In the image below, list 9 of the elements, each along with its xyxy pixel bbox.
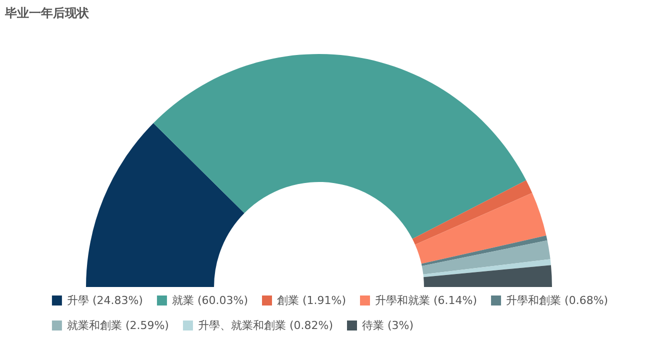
legend-label: 升學、就業和創業 (0.82%) [198,319,333,332]
legend-label: 升學和創業 (0.68%) [506,294,608,307]
legend-label: 升學 (24.83%) [66,294,143,307]
legend-label: 就業和創業 (2.59%) [66,319,169,332]
legend-label: 就業 (60.03%) [172,294,248,307]
legend-label: 升學和就業 (6.14%) [375,294,478,307]
legend-label: 待業 (3%) [362,319,414,332]
legend-label: 創業 (1.91%) [276,294,346,307]
chart-title: 毕业一年后现状 [4,6,90,20]
